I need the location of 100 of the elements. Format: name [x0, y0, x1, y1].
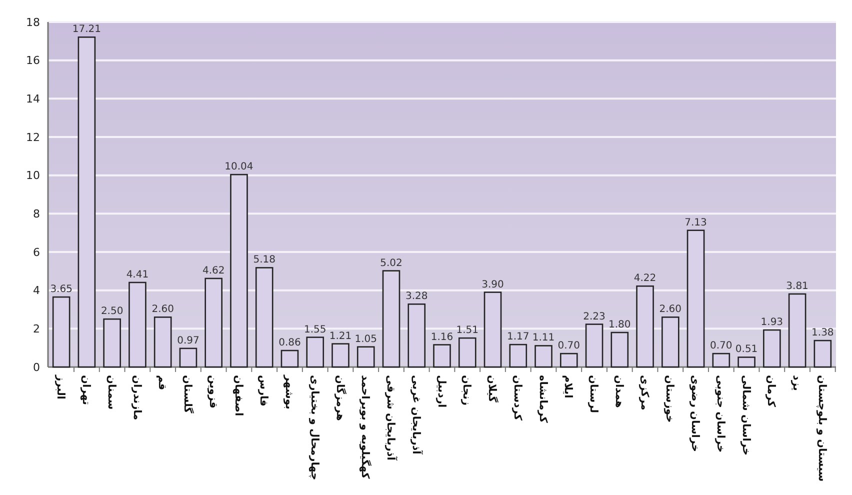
bar	[763, 329, 781, 368]
bar	[509, 344, 528, 368]
x-tick-label: سمنان	[105, 375, 118, 410]
bar	[788, 293, 806, 368]
x-tick-label: آذربایجان غربی	[410, 375, 424, 455]
bar	[255, 267, 274, 368]
y-tick-label: 8	[33, 208, 40, 221]
x-tick-label: خراسان شمالی	[740, 375, 752, 456]
data-label: 1.55	[304, 324, 326, 336]
bar	[636, 285, 654, 368]
bar	[52, 296, 70, 368]
x-tick-label: کردستان	[511, 375, 524, 422]
y-tick-label: 16	[26, 54, 40, 68]
bar	[356, 346, 375, 368]
data-label: 0.97	[177, 335, 200, 346]
data-label: 1.80	[608, 320, 631, 330]
x-tick-label: خراسان رضوی	[689, 375, 702, 452]
y-tick-label: 4	[33, 284, 40, 298]
x-tick-label: کرمان	[765, 375, 778, 408]
data-label: 17.21	[72, 24, 102, 36]
y-tick-label: 18	[26, 16, 40, 29]
x-tick-label: ایلام	[562, 375, 574, 398]
data-label: 1.51	[456, 325, 479, 336]
x-tick-label: فارس	[258, 375, 270, 406]
data-label: 4.62	[202, 265, 225, 276]
data-label: 4.22	[634, 273, 656, 284]
x-tick-label: زنجان	[460, 375, 473, 406]
x-tick-label: گلستان	[182, 375, 195, 414]
data-label: 1.38	[812, 328, 834, 339]
x-tick-label: مرکزی	[638, 375, 650, 410]
bar	[686, 230, 705, 368]
x-tick-label: مازندران	[130, 375, 143, 420]
x-tick-label: البرز	[54, 374, 67, 400]
x-tick-label: اصفهان	[232, 375, 244, 416]
data-label: 2.50	[100, 306, 124, 318]
y-tick-label: 12	[26, 130, 40, 144]
bar	[103, 318, 121, 368]
x-tick-label: یزد	[790, 375, 803, 391]
data-label: 1.11	[532, 332, 555, 344]
y-tick-label: 0	[33, 360, 40, 374]
data-label: 5.18	[253, 254, 276, 266]
data-label: 5.02	[380, 258, 402, 269]
y-tick-label: 2	[33, 322, 40, 336]
x-tick-label: لرستان	[588, 375, 600, 414]
bar	[154, 316, 172, 368]
data-label: 2.23	[583, 311, 606, 322]
x-tick-label: همدان	[612, 375, 625, 408]
x-tick-label: هرمزگان	[334, 375, 347, 421]
bar	[78, 36, 96, 368]
bar	[738, 356, 756, 368]
x-tick-label: قزوین	[206, 375, 219, 408]
bar	[433, 344, 451, 368]
x-tick-label: سیستان و بلوچستان	[816, 375, 828, 482]
bar	[814, 340, 832, 368]
x-tick-label: آذربایجان شرقی	[384, 375, 399, 461]
data-label: 0.70	[558, 340, 580, 352]
data-label: 2.60	[659, 304, 682, 316]
x-tick-label: قم	[156, 375, 168, 390]
bar	[662, 316, 680, 368]
data-label: 1.05	[354, 334, 377, 345]
x-tick-label: خوزستان	[664, 375, 676, 423]
x-tick-label: چهارمحال و بختیاری	[308, 375, 320, 480]
data-label: 1.16	[430, 332, 454, 343]
bar	[458, 337, 476, 368]
bar	[484, 292, 502, 368]
bar	[179, 348, 198, 368]
data-label: 3.65	[50, 284, 72, 296]
x-tick-label: خراسان جنوبی	[714, 375, 726, 453]
x-tick-label: گیلان	[486, 375, 500, 404]
data-label: 1.21	[329, 330, 352, 342]
data-label: 1.93	[760, 317, 784, 328]
bar	[610, 332, 629, 368]
x-tick-label: کهگیلویه و بویراحمد	[359, 375, 372, 480]
bar	[585, 324, 604, 368]
bar	[332, 343, 350, 368]
bar	[382, 270, 400, 368]
data-label: 2.60	[152, 304, 174, 316]
y-tick-label: 6	[33, 246, 40, 259]
data-label: 3.81	[786, 280, 808, 292]
data-label: 0.51	[735, 344, 758, 356]
bar	[534, 345, 552, 368]
bar	[204, 278, 222, 368]
data-label: 4.41	[126, 269, 149, 280]
data-label: 3.90	[482, 279, 504, 290]
y-tick-label: 10	[26, 169, 40, 182]
x-tick-label: کرمانشاه	[536, 375, 549, 424]
data-label: 0.86	[278, 338, 301, 349]
data-label: 1.17	[507, 332, 530, 343]
bar	[560, 352, 578, 368]
x-tick-label: تهران	[80, 375, 92, 406]
bar	[230, 174, 248, 368]
data-label: 0.70	[710, 340, 732, 352]
y-tick-label: 14	[26, 92, 40, 106]
bar	[712, 352, 730, 368]
bar	[408, 303, 426, 368]
x-tick-label: بوشهر	[283, 374, 296, 410]
data-label: 10.04	[224, 162, 254, 173]
x-tick-label: اردبیل	[435, 375, 448, 408]
data-label: 3.28	[405, 291, 428, 302]
bar	[306, 336, 324, 368]
